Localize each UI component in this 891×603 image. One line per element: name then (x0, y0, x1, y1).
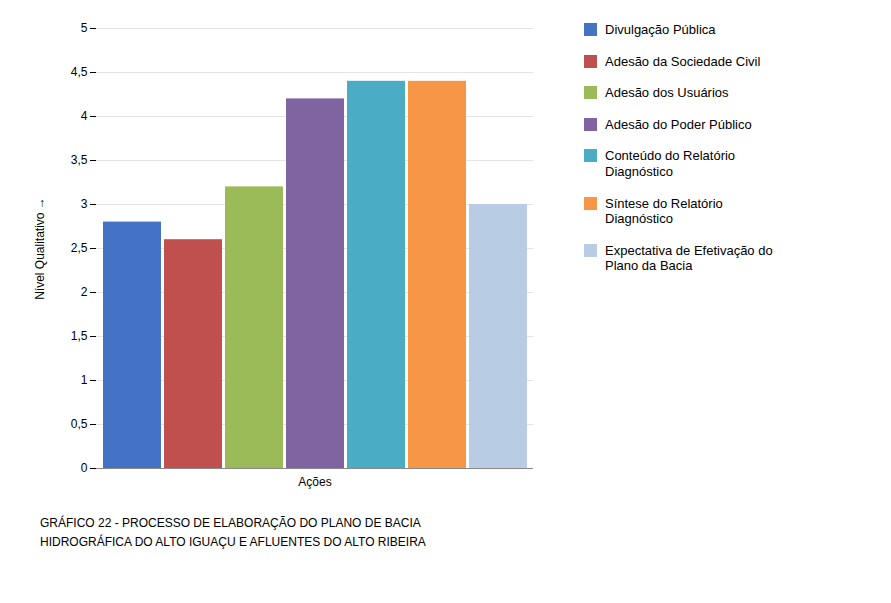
html-text:Adesão dos Usuários: Adesão dos Usuários (605, 85, 729, 101)
svg-text:0,5: 0,5 (71, 417, 88, 431)
svg-text:0: 0 (81, 461, 88, 475)
svg-text:2: 2 (81, 285, 88, 299)
html-text:GRÁFICO 22 - PROCESSO DE ELABO: GRÁFICO 22 - PROCESSO DE ELABORAÇÃO DO P… (40, 516, 426, 550)
svg-text:2,5: 2,5 (71, 241, 88, 255)
html-text:Adesão da Sociedade Civil: Adesão da Sociedade Civil (605, 53, 761, 69)
svg-text:4: 4 (81, 109, 88, 123)
html-text:Expectativa de Efetivação do P: Expectativa de Efetivação do Plano da Ba… (605, 242, 773, 274)
svg-text:3: 3 (81, 197, 88, 211)
html-text:Divulgação Pública: Divulgação Pública (605, 22, 716, 37)
svg-text:3,5: 3,5 (71, 153, 88, 167)
html-text:Adesão do Poder Público: Adesão do Poder Público (605, 116, 752, 132)
svg-text:Ações: Ações (298, 475, 331, 489)
svg-text:4,5: 4,5 (71, 65, 88, 79)
html-text:Conteúdo do Relatório Diagnóst: Conteúdo do Relatório Diagnóstico (605, 148, 736, 179)
svg-text:1: 1 (81, 373, 88, 387)
html-text:Síntese do Relatório Diagnósti: Síntese do Relatório Diagnóstico (605, 195, 723, 227)
svg-text:5: 5 (81, 21, 88, 35)
svg-text:Nível Qualitativo →: Nível Qualitativo → (33, 197, 47, 300)
svg-text:1,5: 1,5 (71, 329, 88, 343)
